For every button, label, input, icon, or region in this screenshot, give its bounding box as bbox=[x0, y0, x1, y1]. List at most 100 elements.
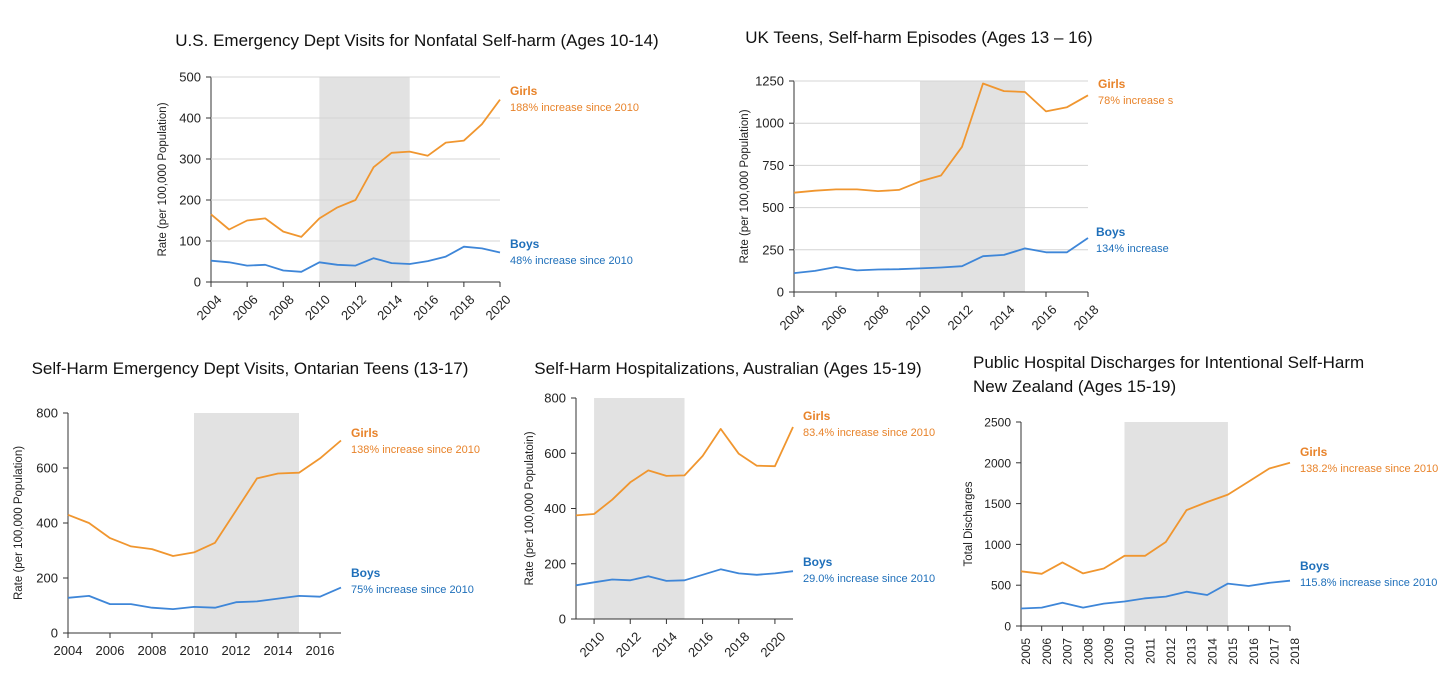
y-tick-label: 250 bbox=[762, 242, 784, 257]
series-label-boys: Boys bbox=[351, 566, 381, 580]
x-tick-label: 2012 bbox=[222, 643, 251, 658]
shaded-period-band bbox=[1124, 422, 1228, 626]
series-line-girls bbox=[575, 426, 794, 517]
series-label-boys: Boys bbox=[1300, 559, 1330, 573]
series-line-girls bbox=[210, 99, 501, 238]
series-note-boys: 134% increase bbox=[1096, 243, 1169, 255]
y-tick-label: 0 bbox=[194, 275, 201, 290]
y-tick-label: 100 bbox=[179, 234, 201, 249]
y-tick-label: 400 bbox=[179, 111, 201, 126]
x-tick-label: 2010 bbox=[180, 643, 209, 658]
y-axis-label: Rate (per 100,000 Population) bbox=[157, 102, 169, 256]
x-tick-label: 2012 bbox=[613, 629, 644, 660]
x-tick-label: 2016 bbox=[410, 292, 441, 323]
series-label-girls: Girls bbox=[1300, 445, 1328, 459]
series-note-girls: 138% increase since 2010 bbox=[351, 444, 480, 456]
chart-panel-2: UK Teens, Self-harm Episodes (Ages 13 – … bbox=[739, 28, 1174, 333]
chart-panel-1: U.S. Emergency Dept Visits for Nonfatal … bbox=[157, 31, 659, 323]
x-tick-label: 2010 bbox=[577, 629, 608, 660]
y-tick-label: 2500 bbox=[984, 416, 1011, 430]
shaded-period-band bbox=[319, 77, 410, 282]
x-tick-label: 2006 bbox=[230, 292, 261, 323]
series-label-girls: Girls bbox=[510, 84, 538, 98]
chart-panel-4: Self-Harm Hospitalizations, Australian (… bbox=[524, 359, 935, 660]
series-note-boys: 29.0% increase since 2010 bbox=[803, 573, 935, 585]
shaded-period-band bbox=[594, 398, 685, 619]
x-tick-label: 2016 bbox=[1028, 302, 1059, 333]
x-tick-label: 2018 bbox=[721, 629, 752, 660]
x-tick-label: 2010 bbox=[902, 302, 933, 333]
x-tick-label: 2020 bbox=[482, 292, 513, 323]
chart-subtitle: New Zealand (Ages 15-19) bbox=[973, 377, 1176, 396]
chart-title: Self-Harm Hospitalizations, Australian (… bbox=[534, 359, 921, 378]
x-tick-label: 2020 bbox=[757, 629, 788, 660]
chart-title: Self-Harm Emergency Dept Visits, Ontaria… bbox=[32, 359, 469, 378]
series-note-boys: 48% increase since 2010 bbox=[510, 255, 633, 267]
y-tick-label: 1000 bbox=[755, 116, 784, 131]
series-note-girls: 138.2% increase since 2010 bbox=[1300, 463, 1438, 475]
series-label-boys: Boys bbox=[1096, 225, 1126, 239]
series-label-boys: Boys bbox=[803, 555, 833, 569]
x-tick-label: 2016 bbox=[1247, 638, 1261, 665]
chart-panel-5: Public Hospital Discharges for Intention… bbox=[963, 353, 1438, 665]
series-label-girls: Girls bbox=[351, 426, 379, 440]
x-tick-label: 2012 bbox=[338, 292, 369, 323]
x-tick-label: 2013 bbox=[1185, 638, 1199, 665]
y-tick-label: 500 bbox=[179, 70, 201, 85]
series-label-boys: Boys bbox=[510, 237, 540, 251]
y-axis-label: Rate (per 100,000 Population) bbox=[739, 109, 751, 263]
x-tick-label: 2011 bbox=[1143, 638, 1157, 664]
x-tick-label: 2008 bbox=[266, 292, 297, 323]
x-tick-label: 2018 bbox=[1288, 638, 1302, 665]
x-tick-label: 2010 bbox=[302, 292, 333, 323]
x-tick-label: 2010 bbox=[1123, 638, 1137, 665]
series-label-girls: Girls bbox=[803, 409, 831, 423]
x-tick-label: 2006 bbox=[818, 302, 849, 333]
series-note-boys: 75% increase since 2010 bbox=[351, 584, 474, 596]
x-tick-label: 2014 bbox=[374, 292, 405, 323]
y-tick-label: 1500 bbox=[984, 497, 1011, 511]
x-tick-label: 2007 bbox=[1061, 638, 1075, 665]
x-tick-label: 2017 bbox=[1268, 638, 1282, 665]
x-tick-label: 2006 bbox=[1040, 638, 1054, 665]
series-line-boys bbox=[575, 568, 794, 587]
x-tick-label: 2008 bbox=[138, 643, 167, 658]
series-note-girls: 188% increase since 2010 bbox=[510, 102, 639, 114]
x-tick-label: 2006 bbox=[96, 643, 125, 658]
series-label-girls: Girls bbox=[1098, 77, 1126, 91]
y-axis-label: Total Discharges bbox=[963, 481, 975, 566]
y-tick-label: 0 bbox=[1004, 620, 1011, 634]
y-tick-label: 200 bbox=[179, 193, 201, 208]
series-line-girls bbox=[67, 439, 342, 557]
x-tick-label: 2016 bbox=[685, 629, 716, 660]
chart-title: U.S. Emergency Dept Visits for Nonfatal … bbox=[175, 31, 658, 50]
x-tick-label: 2008 bbox=[860, 302, 891, 333]
y-tick-label: 0 bbox=[777, 285, 784, 300]
x-tick-label: 2004 bbox=[193, 292, 224, 323]
y-tick-label: 600 bbox=[544, 446, 566, 461]
y-tick-label: 400 bbox=[544, 501, 566, 516]
y-tick-label: 500 bbox=[762, 200, 784, 215]
x-tick-label: 2018 bbox=[446, 292, 477, 323]
y-tick-label: 1250 bbox=[755, 74, 784, 89]
x-tick-label: 2018 bbox=[1070, 302, 1101, 333]
x-tick-label: 2008 bbox=[1081, 638, 1095, 665]
y-tick-label: 800 bbox=[36, 406, 58, 421]
x-tick-label: 2014 bbox=[649, 629, 680, 660]
y-tick-label: 600 bbox=[36, 461, 58, 476]
y-tick-label: 200 bbox=[36, 571, 58, 586]
y-tick-label: 300 bbox=[179, 152, 201, 167]
x-tick-label: 2005 bbox=[1019, 638, 1033, 665]
y-tick-label: 400 bbox=[36, 516, 58, 531]
series-line-boys bbox=[210, 245, 501, 273]
y-tick-label: 1000 bbox=[984, 538, 1011, 552]
y-tick-label: 0 bbox=[559, 612, 566, 627]
chart-title: UK Teens, Self-harm Episodes (Ages 13 – … bbox=[745, 28, 1092, 47]
x-tick-label: 2014 bbox=[986, 302, 1017, 333]
x-tick-label: 2014 bbox=[1205, 638, 1219, 665]
series-note-girls: 78% increase s bbox=[1098, 95, 1174, 107]
x-tick-label: 2004 bbox=[54, 643, 83, 658]
series-note-girls: 83.4% increase since 2010 bbox=[803, 427, 935, 439]
chart-title: Public Hospital Discharges for Intention… bbox=[973, 353, 1364, 372]
